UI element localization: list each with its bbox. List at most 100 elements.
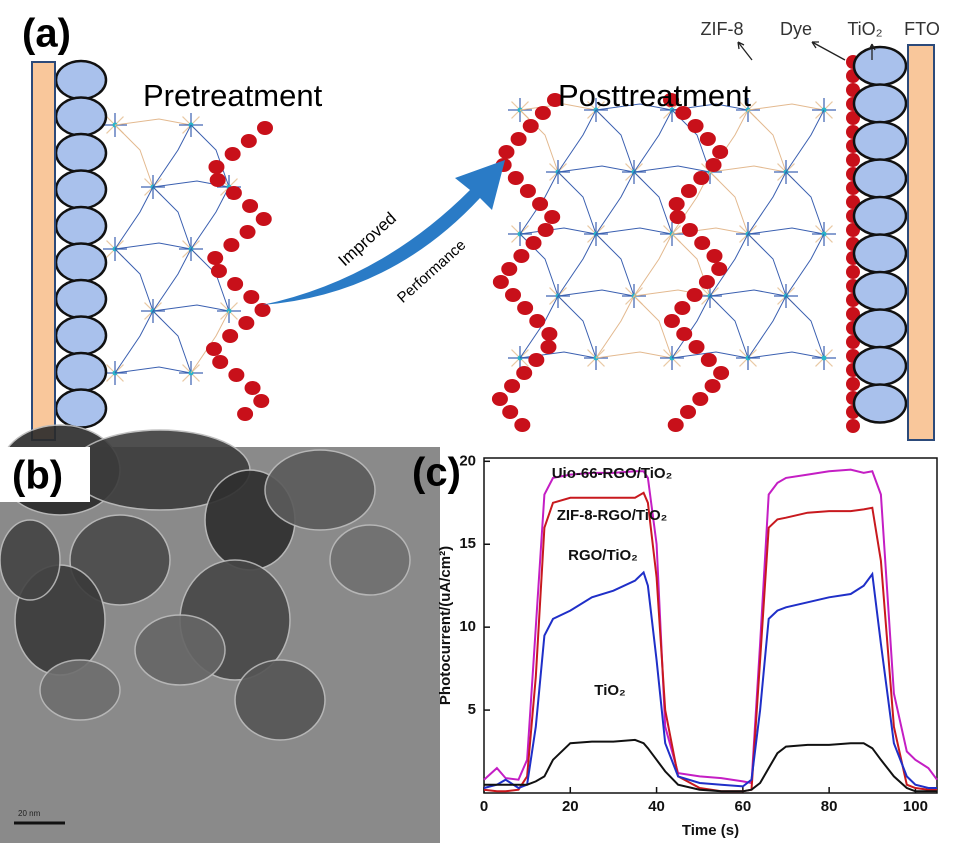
y-tick-label: 10 xyxy=(459,618,476,635)
dye xyxy=(211,264,227,278)
bond xyxy=(748,234,786,296)
particle xyxy=(0,520,60,600)
dye xyxy=(206,342,222,356)
right-title: Posttreatment xyxy=(558,78,751,113)
bond xyxy=(558,234,596,296)
bond xyxy=(115,249,153,311)
dye xyxy=(713,366,729,380)
tio2 xyxy=(56,134,106,172)
bond xyxy=(748,110,786,172)
tio2 xyxy=(56,280,106,318)
bond xyxy=(786,234,824,296)
node xyxy=(822,356,827,361)
dye xyxy=(255,303,271,317)
bond xyxy=(115,243,191,249)
bond xyxy=(596,228,672,234)
dye xyxy=(207,251,223,265)
bond xyxy=(710,166,786,172)
dye xyxy=(688,119,704,133)
dye xyxy=(541,327,557,341)
dye xyxy=(517,301,533,315)
dye xyxy=(535,106,551,120)
dye xyxy=(693,171,709,185)
dye xyxy=(846,377,860,391)
dye xyxy=(243,290,259,304)
left-title: Pretreatment xyxy=(143,78,323,113)
x-tick-label: 20 xyxy=(562,798,579,815)
dye xyxy=(846,153,860,167)
dye xyxy=(228,368,244,382)
dye xyxy=(240,225,256,239)
dye xyxy=(508,171,524,185)
dye xyxy=(226,186,242,200)
bond xyxy=(710,172,748,234)
bond xyxy=(558,290,634,296)
bond xyxy=(520,228,596,234)
y-tick-label: 5 xyxy=(468,701,476,718)
bond xyxy=(634,234,672,296)
bond xyxy=(634,110,672,172)
bond xyxy=(634,296,672,358)
bond xyxy=(153,125,191,187)
bond xyxy=(558,296,596,358)
bond xyxy=(153,187,191,249)
dye xyxy=(687,288,703,302)
dye xyxy=(253,394,269,408)
dye xyxy=(238,316,254,330)
x-tick-label: 60 xyxy=(735,798,752,815)
tio2 xyxy=(56,244,106,282)
dye xyxy=(208,160,224,174)
layer-label: Dye xyxy=(780,19,812,39)
dye xyxy=(257,121,273,135)
tio2 xyxy=(854,235,906,273)
bond xyxy=(786,110,824,172)
series-line xyxy=(484,470,937,783)
dye xyxy=(532,197,548,211)
particle xyxy=(265,450,375,530)
bond xyxy=(153,311,191,373)
tio2 xyxy=(854,197,906,235)
dye xyxy=(692,392,708,406)
bond xyxy=(558,166,634,172)
tio2 xyxy=(56,98,106,136)
bond xyxy=(115,367,191,373)
dye xyxy=(712,145,728,159)
tio2 xyxy=(854,310,906,348)
tio2 xyxy=(56,171,106,209)
dye xyxy=(682,223,698,237)
x-tick-label: 100 xyxy=(903,798,928,815)
bond xyxy=(710,296,748,358)
dye xyxy=(212,355,228,369)
fto-left xyxy=(32,62,55,440)
y-tick-label: 20 xyxy=(459,452,476,469)
tio2 xyxy=(854,385,906,423)
panel-label: (a) xyxy=(22,12,71,56)
scale-bar-label: 20 nm xyxy=(18,809,41,818)
dye xyxy=(511,132,527,146)
bond xyxy=(153,249,191,311)
dye xyxy=(689,340,705,354)
fto-right xyxy=(908,45,934,440)
bond xyxy=(710,290,786,296)
dye xyxy=(674,301,690,315)
dye xyxy=(706,158,722,172)
bond xyxy=(558,172,596,234)
dye xyxy=(699,275,715,289)
dye xyxy=(711,262,727,276)
x-axis-title: Time (s) xyxy=(682,822,739,839)
dye xyxy=(664,314,680,328)
x-tick-label: 0 xyxy=(480,798,488,815)
dye xyxy=(544,210,560,224)
tio2 xyxy=(854,347,906,385)
bond xyxy=(596,110,634,172)
bond xyxy=(115,125,153,187)
dye xyxy=(237,407,253,421)
layer-label: FTO xyxy=(904,19,940,39)
bond xyxy=(786,296,824,358)
dye xyxy=(256,212,272,226)
dye xyxy=(245,381,261,395)
series-label: Uio-66-RGO/TiO₂ xyxy=(552,465,673,482)
y-axis-title: Photocurrent/(uA/cm²) xyxy=(437,546,454,705)
dye xyxy=(846,265,860,279)
bond xyxy=(596,352,672,358)
